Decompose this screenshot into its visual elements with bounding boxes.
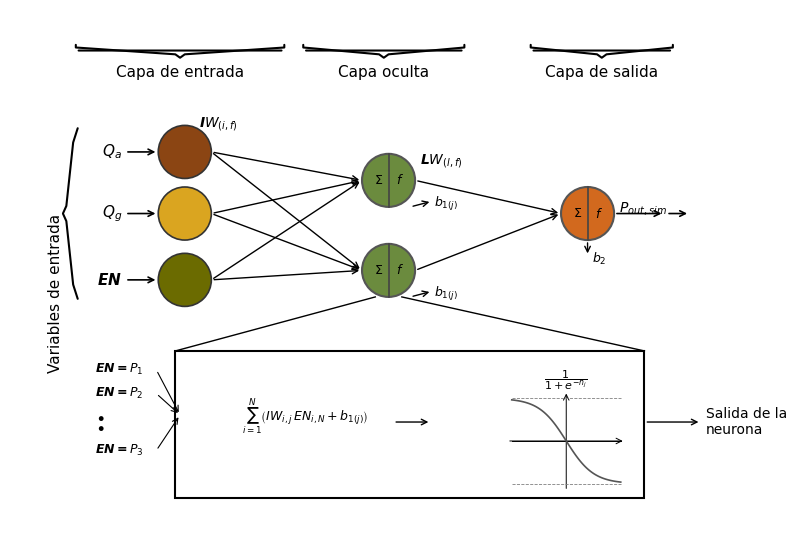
Circle shape (561, 187, 614, 240)
Text: $\bullet$: $\bullet$ (94, 418, 104, 436)
Circle shape (362, 154, 415, 207)
Text: $\boldsymbol{Q_a}$: $\boldsymbol{Q_a}$ (102, 143, 122, 162)
Text: $\boldsymbol{b_{1(j)}}$: $\boldsymbol{b_{1(j)}}$ (434, 285, 458, 303)
Text: Salida de la
neurona: Salida de la neurona (706, 407, 788, 437)
Text: $\boldsymbol{Q_g}$: $\boldsymbol{Q_g}$ (102, 203, 122, 224)
Text: $\boldsymbol{LW_{(l,f)}}$: $\boldsymbol{LW_{(l,f)}}$ (420, 153, 462, 170)
Text: $\boldsymbol{IW_{(i,f)}}$: $\boldsymbol{IW_{(i,f)}}$ (199, 114, 237, 133)
Text: $\dfrac{1}{1+e^{-n_j}}$: $\dfrac{1}{1+e^{-n_j}}$ (545, 368, 588, 392)
Text: $f$: $f$ (395, 173, 403, 188)
Text: $\Sigma$: $\Sigma$ (374, 174, 383, 187)
Circle shape (158, 125, 211, 179)
Text: $\boldsymbol{b_{1(j)}}$: $\boldsymbol{b_{1(j)}}$ (434, 195, 458, 213)
Text: $\boldsymbol{EN = P_2}$: $\boldsymbol{EN = P_2}$ (94, 386, 143, 401)
Text: $\boldsymbol{P_{out,sim}}$: $\boldsymbol{P_{out,sim}}$ (619, 200, 667, 218)
FancyBboxPatch shape (175, 351, 645, 498)
Text: Capa de salida: Capa de salida (545, 65, 658, 80)
Text: $\Sigma$: $\Sigma$ (573, 207, 582, 220)
Circle shape (158, 187, 211, 240)
Text: $\sum_{i=1}^{N}\left(IW_{i,j}\,EN_{i,N}+b_{1(j)}\right)$: $\sum_{i=1}^{N}\left(IW_{i,j}\,EN_{i,N}+… (241, 397, 368, 437)
Circle shape (362, 244, 415, 297)
Text: $\boldsymbol{b_2}$: $\boldsymbol{b_2}$ (592, 251, 607, 267)
Text: $\boldsymbol{EN = P_1}$: $\boldsymbol{EN = P_1}$ (94, 362, 144, 377)
Text: $\bullet$: $\bullet$ (94, 408, 104, 426)
Text: $f$: $f$ (595, 206, 603, 220)
Circle shape (158, 253, 211, 306)
Text: $\Sigma$: $\Sigma$ (374, 264, 383, 277)
Text: Variables de entrada: Variables de entrada (48, 214, 63, 372)
Text: $\boldsymbol{EN}$: $\boldsymbol{EN}$ (98, 272, 122, 288)
Text: $\boldsymbol{EN = P_3}$: $\boldsymbol{EN = P_3}$ (94, 443, 144, 458)
Text: $f$: $f$ (395, 264, 403, 278)
Text: Capa de entrada: Capa de entrada (116, 65, 244, 80)
Text: Capa oculta: Capa oculta (338, 65, 430, 80)
